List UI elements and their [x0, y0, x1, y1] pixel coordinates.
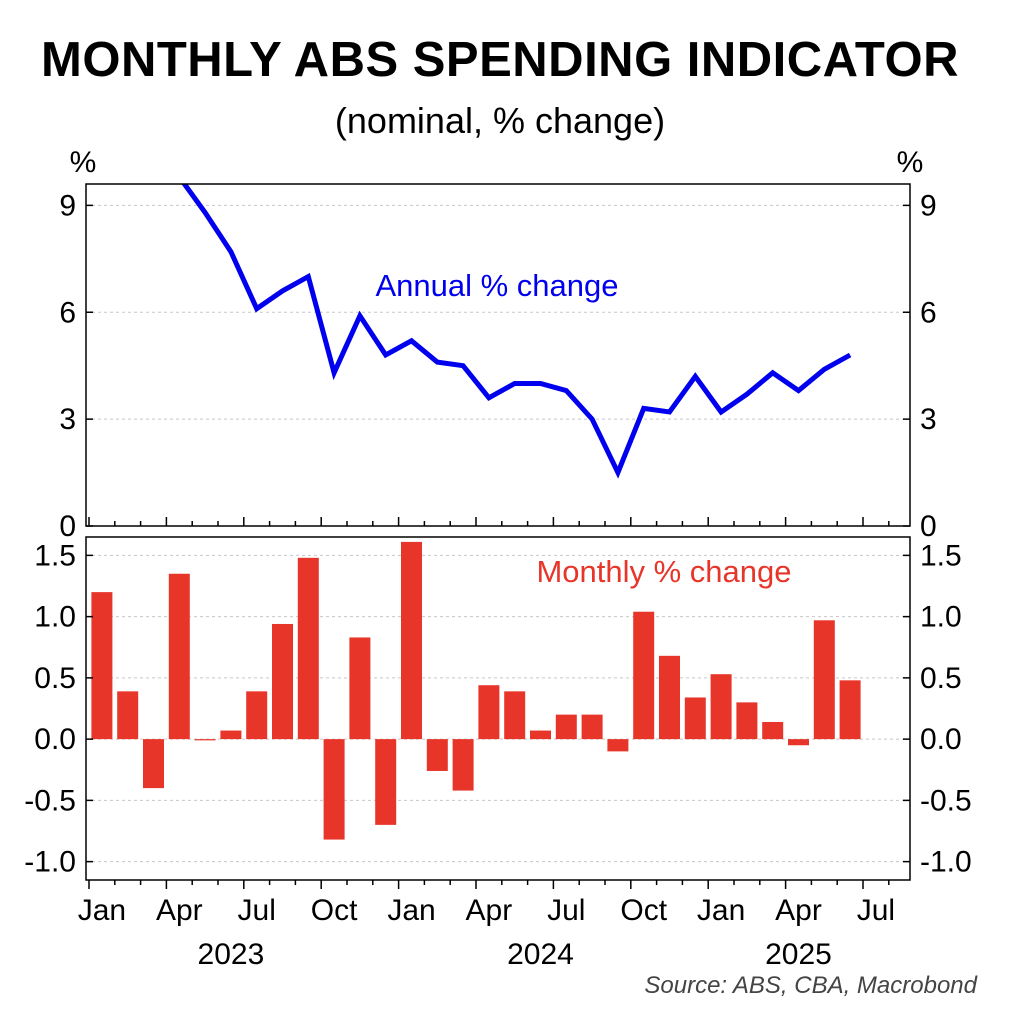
monthly-bar	[710, 674, 732, 740]
top-panel-frame	[85, 183, 911, 527]
bottom-ytick-label-right: -0.5	[920, 784, 972, 817]
top-ytick-label-right: 0	[920, 510, 937, 543]
panel-frames	[85, 183, 911, 881]
monthly-bar	[117, 691, 139, 740]
x-month-label: Apr	[156, 894, 203, 927]
annual-series-label: Annual % change	[375, 268, 618, 303]
monthly-bar	[375, 739, 397, 825]
top-unit-label-left: %	[70, 146, 97, 179]
bottom-ytick-label-left: 1.5	[34, 539, 76, 572]
monthly-bar	[323, 739, 345, 840]
monthly-bar	[168, 573, 190, 740]
monthly-bar	[762, 721, 784, 740]
bottom-ytick-label-right: 1.0	[920, 601, 962, 634]
monthly-bar	[607, 739, 629, 752]
top-ytick-label-left: 0	[59, 510, 76, 543]
x-month-label: Jul	[547, 894, 585, 927]
monthly-bar	[272, 623, 293, 740]
x-month-label: Jan	[697, 894, 745, 927]
bottom-ytick-label-right: -1.0	[920, 846, 972, 879]
x-month-label: Jul	[238, 894, 276, 927]
top-ytick-label-left: 3	[59, 403, 76, 436]
source-note: Source: ABS, CBA, Macrobond	[644, 972, 977, 999]
top-ytick-label-right: 9	[920, 189, 937, 222]
monthly-bar	[401, 541, 422, 740]
x-year-label: 2025	[765, 938, 832, 971]
monthly-bar	[452, 739, 474, 791]
monthly-bar	[297, 557, 319, 740]
monthly-bar	[349, 637, 371, 740]
x-month-label: Oct	[311, 894, 358, 927]
x-month-label: Apr	[466, 894, 513, 927]
monthly-bar	[426, 739, 448, 771]
bottom-ytick-label-right: 0.0	[920, 723, 962, 756]
x-year-label: 2024	[507, 938, 574, 971]
top-panel-grid	[86, 204, 910, 420]
chart-subtitle: (nominal, % change)	[334, 100, 666, 141]
monthly-bar	[220, 730, 242, 740]
monthly-bar	[246, 691, 268, 740]
monthly-bar	[91, 592, 113, 740]
x-month-label: Oct	[620, 894, 667, 927]
bottom-ytick-label-left: -0.5	[24, 784, 76, 817]
bottom-ytick-label-left: -1.0	[24, 846, 76, 879]
x-month-label: Jan	[387, 894, 435, 927]
bottom-ytick-label-left: 0.5	[34, 662, 76, 695]
monthly-bar	[659, 655, 680, 740]
monthly-bar	[504, 691, 526, 740]
monthly-bar	[530, 730, 551, 740]
annual-line-layer	[181, 184, 852, 479]
monthly-bar	[633, 611, 655, 740]
monthly-bar	[684, 697, 706, 740]
monthly-bar	[839, 680, 861, 740]
monthly-bar	[555, 714, 577, 740]
top-unit-label-right: %	[897, 146, 924, 179]
monthly-bar	[194, 739, 216, 741]
top-ytick-label-right: 6	[920, 296, 937, 329]
monthly-bar	[736, 702, 758, 740]
top-ytick-label-left: 9	[59, 189, 76, 222]
axis-ticks	[86, 204, 910, 889]
chart-title: MONTHLY ABS SPENDING INDICATOR	[41, 33, 959, 87]
bottom-ytick-label-left: 0.0	[34, 723, 76, 756]
x-month-label: Apr	[775, 894, 822, 927]
monthly-bar	[813, 620, 835, 740]
x-year-label: 2023	[198, 938, 265, 971]
bottom-panel-frame	[85, 536, 911, 881]
top-ytick-label-left: 6	[59, 296, 76, 329]
axis-labels: 0 0 3 3 6 6 9 9 -1.0 -1.0 -0.5 -0.5 0.0 0.0 0.5 0.5 1.0 1…	[24, 189, 971, 971]
bottom-ytick-label-right: 1.5	[920, 539, 962, 572]
monthly-bars	[91, 541, 861, 840]
x-month-label: Jan	[78, 894, 126, 927]
annual-change-line	[181, 184, 852, 479]
bottom-ytick-label-left: 1.0	[34, 601, 76, 634]
monthly-bar	[478, 685, 500, 740]
x-month-label: Jul	[857, 894, 895, 927]
monthly-series-label: Monthly % change	[536, 554, 791, 589]
top-ytick-label-right: 3	[920, 403, 937, 436]
monthly-bar	[788, 739, 809, 746]
monthly-bar	[143, 739, 164, 789]
monthly-bar	[581, 714, 603, 740]
bottom-ytick-label-right: 0.5	[920, 662, 962, 695]
